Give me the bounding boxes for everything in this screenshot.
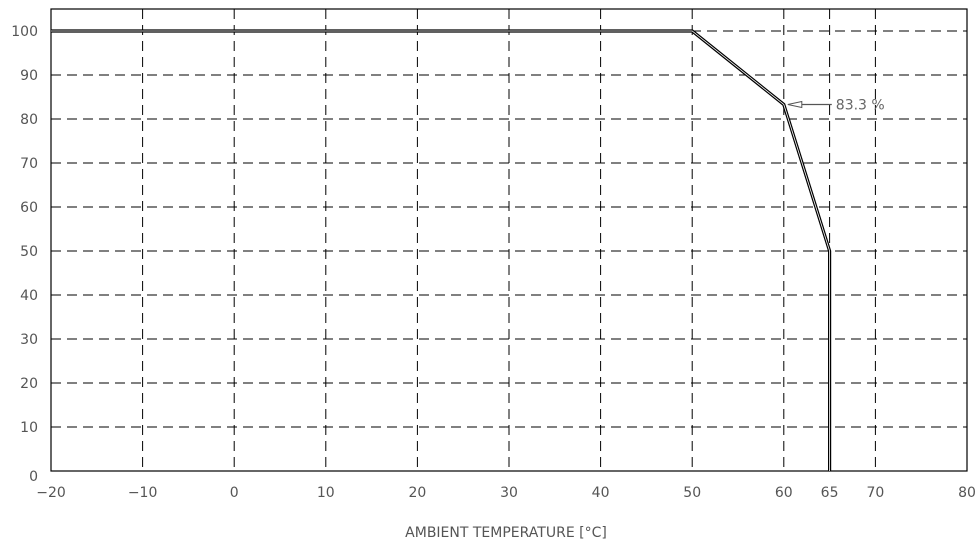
annotation-arrow-head xyxy=(787,100,803,109)
x-tick-label: 40 xyxy=(592,485,610,501)
annotations: 83.3 % xyxy=(787,97,885,113)
x-tick-label: 30 xyxy=(500,485,518,501)
x-tick-label: −20 xyxy=(36,485,66,501)
series xyxy=(51,29,832,471)
y-tick-label: 100 xyxy=(11,24,38,40)
y-tick-label: 40 xyxy=(20,288,38,304)
series-line-highlight xyxy=(51,30,830,471)
grid xyxy=(51,9,967,471)
y-tick-label: 70 xyxy=(20,156,38,172)
y-tick-label: 20 xyxy=(20,376,38,392)
y-tick-label: 60 xyxy=(20,200,38,216)
y-tick-label: 30 xyxy=(20,332,38,348)
x-tick-label: 60 xyxy=(775,485,793,501)
annotation-label: 83.3 % xyxy=(836,97,885,113)
y-tick-label: 0 xyxy=(29,469,38,485)
x-axis-label: AMBIENT TEMPERATURE [°C] xyxy=(405,525,607,541)
x-tick-label: 0 xyxy=(230,485,239,501)
x-tick-label: 10 xyxy=(317,485,335,501)
x-tick-label: 50 xyxy=(683,485,701,501)
y-tick-label: 10 xyxy=(20,420,38,436)
x-tick-label: 20 xyxy=(408,485,426,501)
x-tick-label: −10 xyxy=(128,485,158,501)
y-tick-label: 80 xyxy=(20,112,38,128)
x-tick-label: 70 xyxy=(866,485,884,501)
y-tick-label: 50 xyxy=(20,244,38,260)
y-tick-label: 90 xyxy=(20,68,38,84)
tick-labels: −20 −10 0 10 20 30 40 50 60 65 70 80 0 10 20 30 40 50 60 70… xyxy=(11,24,976,501)
x-tick-label: 65 xyxy=(821,485,839,501)
x-tick-label: 80 xyxy=(958,485,976,501)
